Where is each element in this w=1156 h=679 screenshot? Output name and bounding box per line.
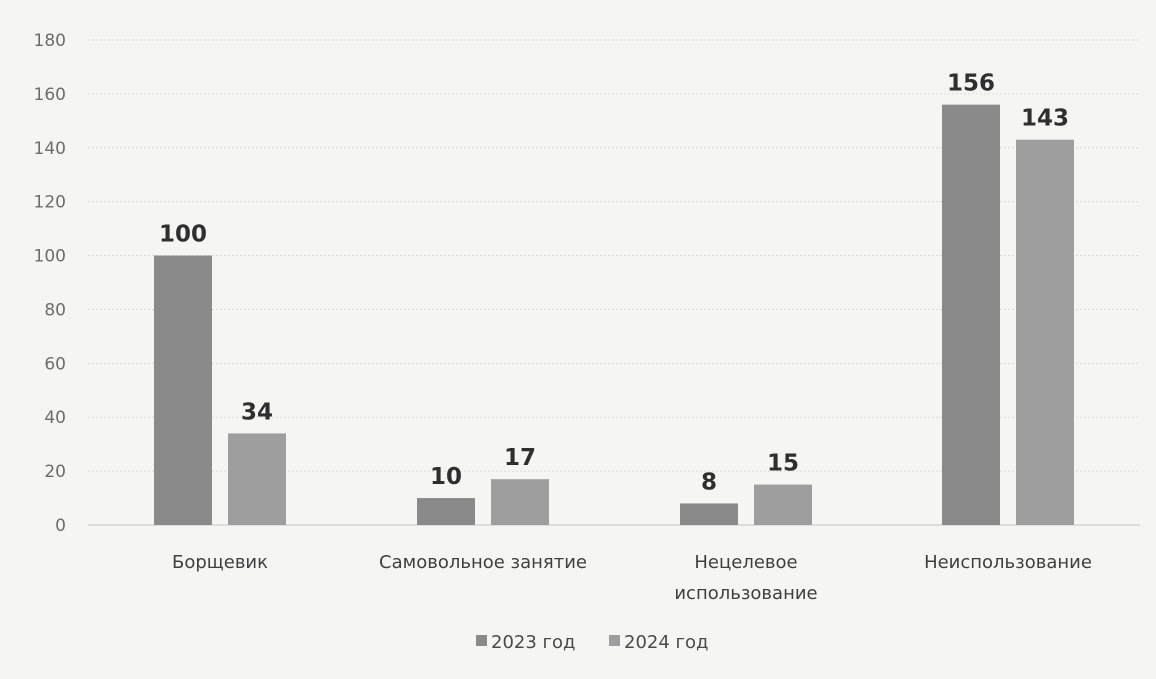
category-label: Неиспользование <box>924 552 1092 573</box>
bar <box>417 498 475 525</box>
data-label: 15 <box>767 451 799 477</box>
data-label: 17 <box>504 445 536 471</box>
data-label: 156 <box>947 71 995 97</box>
y-tick-label: 0 <box>55 516 66 536</box>
data-label: 10 <box>430 464 462 490</box>
bar <box>754 484 812 525</box>
y-tick-label: 160 <box>34 85 66 105</box>
bar <box>491 479 549 525</box>
legend-label: 2023 год <box>491 632 575 653</box>
bar <box>1016 139 1074 525</box>
legend-label: 2024 год <box>624 632 708 653</box>
y-tick-label: 100 <box>34 247 66 267</box>
bar <box>154 255 212 526</box>
y-tick-label: 80 <box>44 300 66 320</box>
category-label: Нецелевое <box>694 552 797 573</box>
y-tick-label: 40 <box>44 408 66 428</box>
bar <box>680 503 738 525</box>
data-label: 8 <box>701 469 717 495</box>
legend-swatch <box>609 635 620 646</box>
category-label: использование <box>674 583 817 604</box>
category-label: Борщевик <box>172 552 268 573</box>
y-tick-label: 180 <box>34 31 66 51</box>
data-label: 100 <box>159 222 207 248</box>
y-tick-label: 140 <box>34 139 66 159</box>
category-label: Самовольное занятие <box>379 552 587 573</box>
data-label: 34 <box>241 399 273 425</box>
y-tick-label: 60 <box>44 354 66 374</box>
bar <box>942 104 1000 526</box>
data-label: 143 <box>1021 106 1069 132</box>
y-tick-label: 120 <box>34 193 66 213</box>
bar <box>228 433 286 525</box>
legend-swatch <box>476 635 487 646</box>
y-tick-label: 20 <box>44 462 66 482</box>
